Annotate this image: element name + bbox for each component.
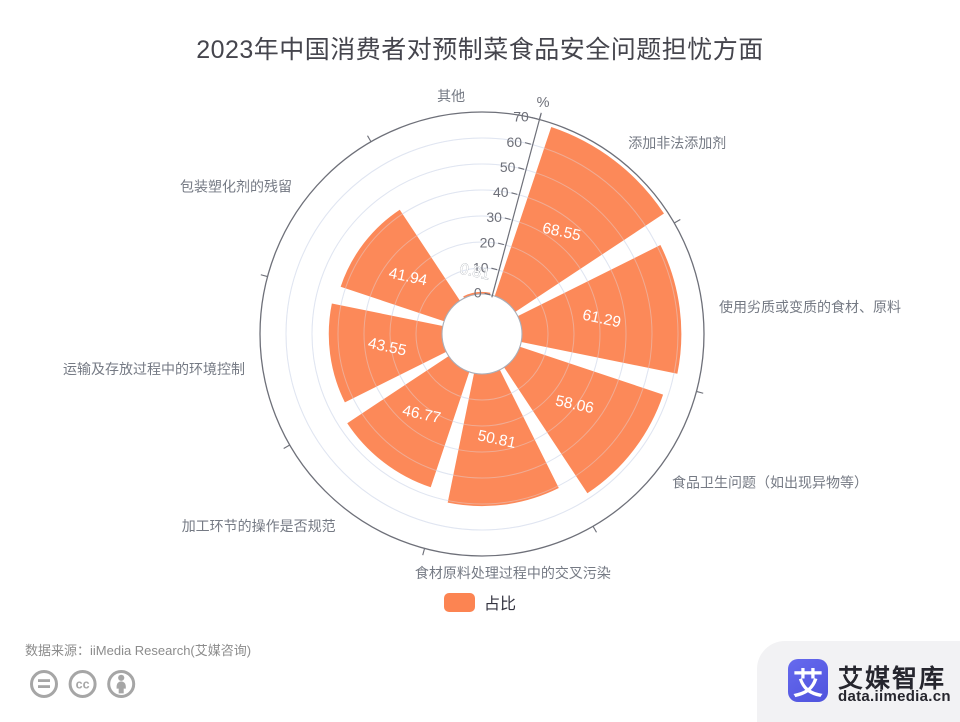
- polar-grid-overlay: [285, 137, 679, 531]
- radial-tick-label: 50: [500, 159, 516, 175]
- radial-axis-tick: [531, 116, 538, 120]
- polar-grid-overlay: [363, 215, 601, 453]
- radial-tick-label: 10: [473, 259, 489, 275]
- polar-grid-overlay: [337, 189, 627, 479]
- radial-axis-tick: [504, 217, 511, 221]
- legend-label: 占比: [483, 596, 516, 613]
- angle-axis-tick: [592, 525, 597, 533]
- category-slice[interactable]: [463, 291, 491, 299]
- polar-grid-overlay: [311, 163, 653, 505]
- category-slice[interactable]: [347, 356, 470, 488]
- radial-tick-label: 70: [513, 109, 529, 125]
- center-hole: [441, 293, 523, 375]
- category-label: 使用劣质或变质的食材、原料: [719, 299, 901, 315]
- radial-tick-label: 40: [493, 184, 509, 200]
- category-label: 食品卫生问题（如出现异物等）: [672, 474, 868, 490]
- category-slice[interactable]: [340, 209, 460, 322]
- data-source-text: 数据来源：iiMedia Research(艾媒咨询): [25, 643, 252, 658]
- category-label: 运输及存放过程中的环境控制: [63, 361, 245, 377]
- category-label: 食材原料处理过程中的交叉污染: [415, 565, 611, 581]
- brand-card: 艾 艾媒智库 data.iimedia.cn: [757, 641, 960, 722]
- iimedia-logo-icon: 艾: [788, 659, 828, 702]
- category-label: 加工环节的操作是否规范: [182, 518, 336, 534]
- radial-tick-label: 60: [507, 134, 523, 150]
- radial-unit-label: %: [537, 95, 550, 111]
- chart-title: 2023年中国消费者对预制菜食品安全问题担忧方面: [196, 36, 764, 64]
- polar-grid-overlay: [389, 241, 575, 427]
- angle-axis-tick: [696, 390, 704, 394]
- brand-name: 艾媒智库: [838, 665, 947, 693]
- angle-axis-tick: [673, 219, 681, 224]
- radial-axis-line: [491, 113, 542, 298]
- svg-text:cc: cc: [76, 678, 90, 692]
- radial-axis-tick: [511, 192, 518, 195]
- nightingale-rose-chart: 0 10 20 30 40 50 60 70% 添加非法添加剂使用劣质或变质的食材、原料食品卫生…: [63, 88, 901, 581]
- license-icons: cc: [30, 670, 136, 698]
- radial-tick-label: 0: [474, 285, 482, 301]
- category-slice[interactable]: [504, 346, 664, 494]
- cc-icon[interactable]: cc: [68, 670, 97, 698]
- radial-tick-label: 30: [486, 209, 502, 225]
- radial-axis-tick: [491, 267, 498, 271]
- category-label: 添加非法添加剂: [628, 135, 726, 151]
- legend-swatch: [443, 592, 475, 612]
- category-slice[interactable]: [447, 369, 559, 507]
- angle-axis-tick: [422, 548, 426, 556]
- category-slice[interactable]: [328, 303, 447, 403]
- equals-icon[interactable]: [30, 670, 58, 698]
- slice-value-label: 0.81: [458, 261, 491, 284]
- brand-domain: data.iimedia.cn: [838, 688, 951, 705]
- category-slice[interactable]: [517, 245, 682, 374]
- category-label: 包装塑化剂的残留: [180, 179, 292, 195]
- polar-grid-overlay: [415, 267, 549, 401]
- angle-axis-tick: [367, 135, 372, 143]
- angle-axis-tick: [283, 444, 291, 449]
- category-label: 其他: [437, 88, 465, 104]
- attribution-person-icon[interactable]: [107, 670, 136, 698]
- outer-ring: [259, 111, 705, 557]
- angle-axis-tick: [260, 274, 268, 278]
- radial-tick-label: 20: [480, 234, 496, 250]
- radial-axis-tick: [518, 167, 525, 170]
- category-slice[interactable]: [494, 127, 664, 312]
- legend[interactable]: 占比: [0, 590, 960, 614]
- radial-axis-tick: [524, 142, 531, 145]
- radial-axis-tick: [484, 292, 491, 296]
- radial-axis-tick: [497, 242, 505, 246]
